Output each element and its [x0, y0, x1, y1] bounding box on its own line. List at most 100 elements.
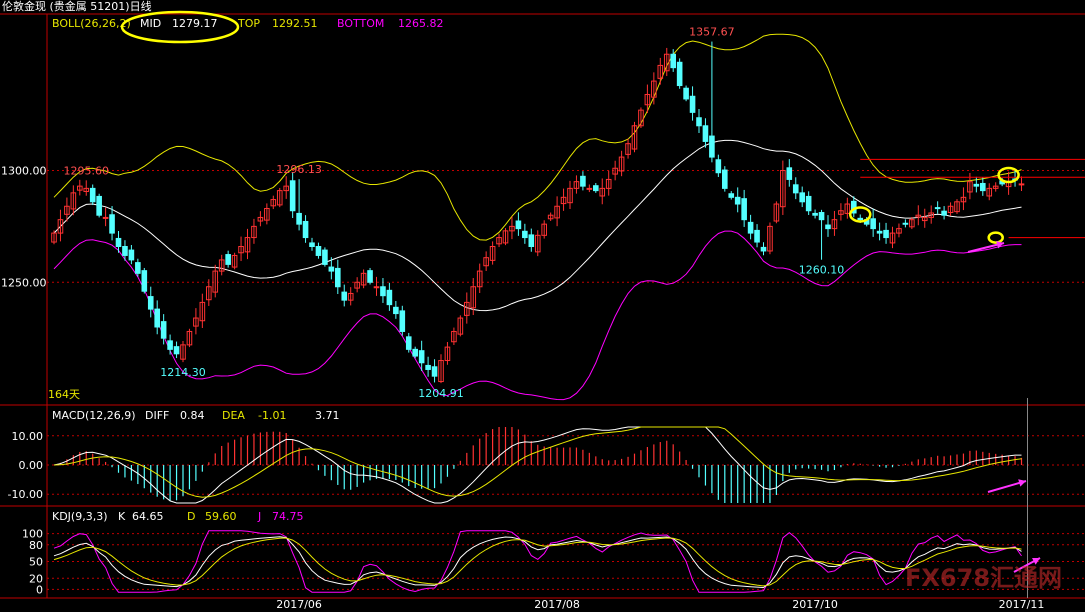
candle-body [122, 246, 128, 256]
boll-top-label: TOP [237, 17, 260, 30]
candle-body [515, 220, 522, 230]
candle-body [276, 190, 283, 206]
candle-body [51, 232, 57, 243]
kdj-legend: KDJ(9,3,3) K 64.65 D 59.60 J 74.75 [52, 510, 304, 523]
candle-body [799, 192, 806, 203]
candle-body [451, 330, 457, 343]
macd-legend: MACD(12,26,9) DIFF 0.84 DEA -1.01 3.71 [52, 409, 340, 422]
trend-arrow-head [996, 240, 1004, 249]
candle-body [928, 212, 935, 218]
macd-name: MACD(12,26,9) [52, 409, 136, 422]
boll-mid-label: MID [140, 17, 161, 30]
candle-body [405, 336, 412, 350]
candle-body [534, 234, 541, 253]
candle-body [457, 317, 464, 335]
price-annotation: 1357.67 [689, 26, 735, 39]
period-label: 164天 [48, 388, 80, 401]
candle-body [625, 143, 631, 155]
price-annotation: 1204.91 [418, 387, 464, 400]
candle-body [573, 181, 580, 189]
candle-body [760, 246, 767, 252]
watermark-text: FX678汇通网 [905, 564, 1062, 592]
candle-body [393, 306, 399, 315]
mid-highlight-ellipse [120, 10, 240, 44]
candle-body [870, 218, 876, 230]
candle-body [702, 125, 709, 142]
boll-name: BOLL(26,26,2) [52, 17, 131, 30]
kdj-tick-label: 50 [29, 556, 43, 569]
candle-body [264, 208, 270, 221]
candle-body [322, 249, 328, 265]
price-annotation: 1260.10 [799, 264, 845, 277]
candle-body [980, 182, 986, 192]
candle-body [115, 237, 122, 248]
candle-body [754, 229, 760, 243]
boll-bottom-value: 1265.82 [398, 17, 444, 30]
trend-arrow-head [1018, 479, 1026, 487]
macd-tick-label: 10.00 [12, 430, 44, 443]
macd-tick-label: -10.00 [8, 488, 43, 501]
highlight-ellipse [987, 231, 1004, 244]
candle-body [251, 225, 257, 239]
candle-body [96, 195, 102, 216]
candle-body [941, 210, 947, 216]
candle-body [128, 249, 135, 261]
kdj-d-label: D [187, 510, 195, 523]
x-tick-label: 2017/06 [276, 598, 322, 611]
candle-body [593, 185, 599, 192]
candle-body [818, 212, 825, 221]
kdj-tick-label: 20 [29, 572, 43, 585]
candle-body [225, 254, 231, 265]
x-tick-label: 2017/08 [534, 598, 580, 611]
macd-diff-line [53, 426, 1022, 504]
macd-panel [53, 426, 1027, 504]
candle-body [876, 230, 883, 234]
candle-body [244, 237, 251, 253]
candle-body [399, 310, 406, 332]
candle-body [657, 64, 664, 79]
kdj-panel [53, 530, 1041, 593]
candle-body [773, 203, 780, 222]
candle-body [147, 296, 154, 310]
candle-body [347, 292, 354, 301]
candle-body [160, 321, 167, 339]
candle-body [464, 301, 470, 316]
candle-body [638, 109, 644, 127]
candle-body [386, 289, 393, 306]
candle-body [380, 286, 386, 297]
candle-body [580, 175, 586, 187]
candle-body [412, 348, 418, 357]
candle-body [567, 187, 573, 204]
price-annotation: 1214.30 [160, 366, 206, 379]
candle-body [599, 187, 606, 197]
price-annotation: 1295.60 [64, 164, 110, 177]
kdj-d-value: 59.60 [205, 510, 237, 523]
candle-body [302, 220, 309, 239]
candle-body [844, 203, 851, 214]
candle-body [805, 195, 812, 212]
kdj-d-line [53, 537, 1022, 587]
candle-body [296, 212, 302, 225]
candle-body [360, 272, 367, 286]
candle-body [812, 212, 818, 216]
window-title: 伦敦金现 (贵金属 51201)日线 [2, 0, 152, 13]
candle-body [786, 167, 793, 180]
candle-body [489, 246, 496, 261]
candle-body [915, 214, 922, 218]
candle-body [64, 205, 70, 215]
candle-body [838, 210, 844, 215]
candle-body [509, 225, 515, 232]
candle-body [167, 340, 173, 350]
kdj-j-label: J [257, 510, 261, 523]
candle-body [373, 286, 380, 289]
candle-body [367, 270, 373, 283]
candle-body [896, 228, 902, 234]
candle-body [883, 229, 889, 239]
candle-body [102, 216, 109, 219]
price-tick-label: 1300.00 [1, 164, 47, 177]
candle-body [709, 135, 715, 158]
boll-legend: BOLL(26,26,2) MID 1279.17 TOP 1292.51 BO… [52, 17, 444, 30]
candle-body [734, 196, 741, 205]
